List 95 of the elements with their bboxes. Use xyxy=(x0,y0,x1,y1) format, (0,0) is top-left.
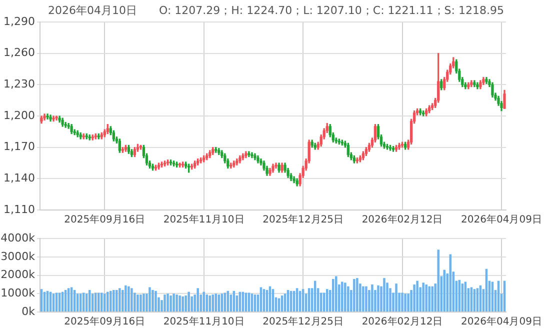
y-tick-label: 2000k xyxy=(0,268,36,282)
bar xyxy=(104,294,106,312)
bar xyxy=(148,287,151,312)
bar xyxy=(154,290,157,312)
bar xyxy=(106,292,109,312)
bar xyxy=(98,292,100,312)
y-tick-label: 1000k xyxy=(0,286,36,300)
bar xyxy=(212,294,214,312)
bar xyxy=(182,296,184,312)
bar xyxy=(278,298,280,312)
bar xyxy=(140,294,142,312)
bar xyxy=(152,290,154,312)
x-tick-label: 2026年04月09日 xyxy=(461,214,542,226)
y-tick-label: 4000k xyxy=(0,231,36,244)
bar xyxy=(94,292,97,312)
bar xyxy=(437,250,440,312)
bar xyxy=(401,292,404,312)
x-tick-label: 2025年11月10日 xyxy=(163,316,244,328)
x-tick-label: 2025年09月16日 xyxy=(64,316,146,328)
bar xyxy=(170,295,172,312)
text: 2026年04月10日 xyxy=(48,4,137,17)
bar xyxy=(341,282,344,312)
bar xyxy=(128,286,130,312)
bar xyxy=(55,292,58,312)
candlestick xyxy=(274,162,278,169)
bar xyxy=(142,294,145,312)
bar xyxy=(166,294,169,312)
bar xyxy=(407,294,410,312)
bar xyxy=(100,292,103,312)
bar xyxy=(208,295,211,312)
bar xyxy=(130,288,133,312)
y-tick-label: 1,230 xyxy=(4,78,35,91)
bar xyxy=(172,294,175,312)
bar xyxy=(176,294,178,312)
x-tick-label: 2025年12月25日 xyxy=(262,214,344,226)
y-tick-label: 1,260 xyxy=(4,46,35,60)
bar xyxy=(202,292,205,312)
bar xyxy=(190,296,193,312)
bar xyxy=(196,288,199,312)
bar xyxy=(112,290,115,312)
bar xyxy=(335,276,338,312)
y-tick-label: 3000k xyxy=(0,250,36,263)
bar xyxy=(136,294,139,312)
x-tick-label: 2026年04月09日 xyxy=(461,316,542,328)
bar xyxy=(362,286,364,312)
bar xyxy=(413,284,416,312)
bar xyxy=(416,280,418,312)
bar xyxy=(353,278,356,312)
text: O: 1207.29；H: 1224.70；L: 1207.10；C: 1221.11；S: 1218.95 xyxy=(158,4,504,17)
bar xyxy=(178,295,181,312)
candlestick xyxy=(248,151,250,158)
candlestick xyxy=(64,122,67,128)
x-tick-label: 2026年02月12日 xyxy=(362,316,443,328)
bar xyxy=(118,288,121,312)
bar xyxy=(116,290,118,312)
bar xyxy=(244,292,248,312)
bar xyxy=(248,292,250,312)
x-tick-label: 2025年11月10日 xyxy=(163,214,244,226)
bar xyxy=(356,278,358,312)
y-tick-label: 1,290 xyxy=(4,14,35,28)
bar xyxy=(322,292,326,312)
bar xyxy=(332,278,334,312)
x-tick-label: 2026年02月12日 xyxy=(362,214,443,226)
bar xyxy=(110,290,112,312)
bar xyxy=(164,294,166,312)
y-tick-label: 1,200 xyxy=(4,108,35,122)
bar xyxy=(371,284,374,312)
bar xyxy=(425,284,428,312)
bar xyxy=(365,286,368,312)
y-tick-label: 0k xyxy=(22,304,36,318)
bar xyxy=(422,282,424,312)
bar xyxy=(206,294,208,312)
candlestick xyxy=(52,116,55,122)
bar xyxy=(395,284,398,312)
bar xyxy=(404,294,406,312)
bar xyxy=(443,270,446,312)
bar xyxy=(184,295,187,312)
y-tick-label: 1,170 xyxy=(4,140,35,154)
bar xyxy=(428,286,430,312)
x-tick-label: 2025年09月16日 xyxy=(64,214,146,226)
candlestick xyxy=(250,152,254,158)
bar xyxy=(188,292,190,312)
y-tick-label: 1,140 xyxy=(4,172,35,185)
bar xyxy=(122,290,124,312)
bar xyxy=(377,285,380,312)
bar xyxy=(344,282,346,312)
bar xyxy=(383,278,386,312)
bar xyxy=(82,292,85,312)
bar xyxy=(58,292,61,312)
bar xyxy=(431,286,434,312)
bar xyxy=(224,292,226,312)
y-tick-label: 1,110 xyxy=(4,202,35,216)
x-tick-label: 2025年12月25日 xyxy=(262,316,344,328)
bar xyxy=(124,285,127,312)
bar xyxy=(347,286,350,312)
